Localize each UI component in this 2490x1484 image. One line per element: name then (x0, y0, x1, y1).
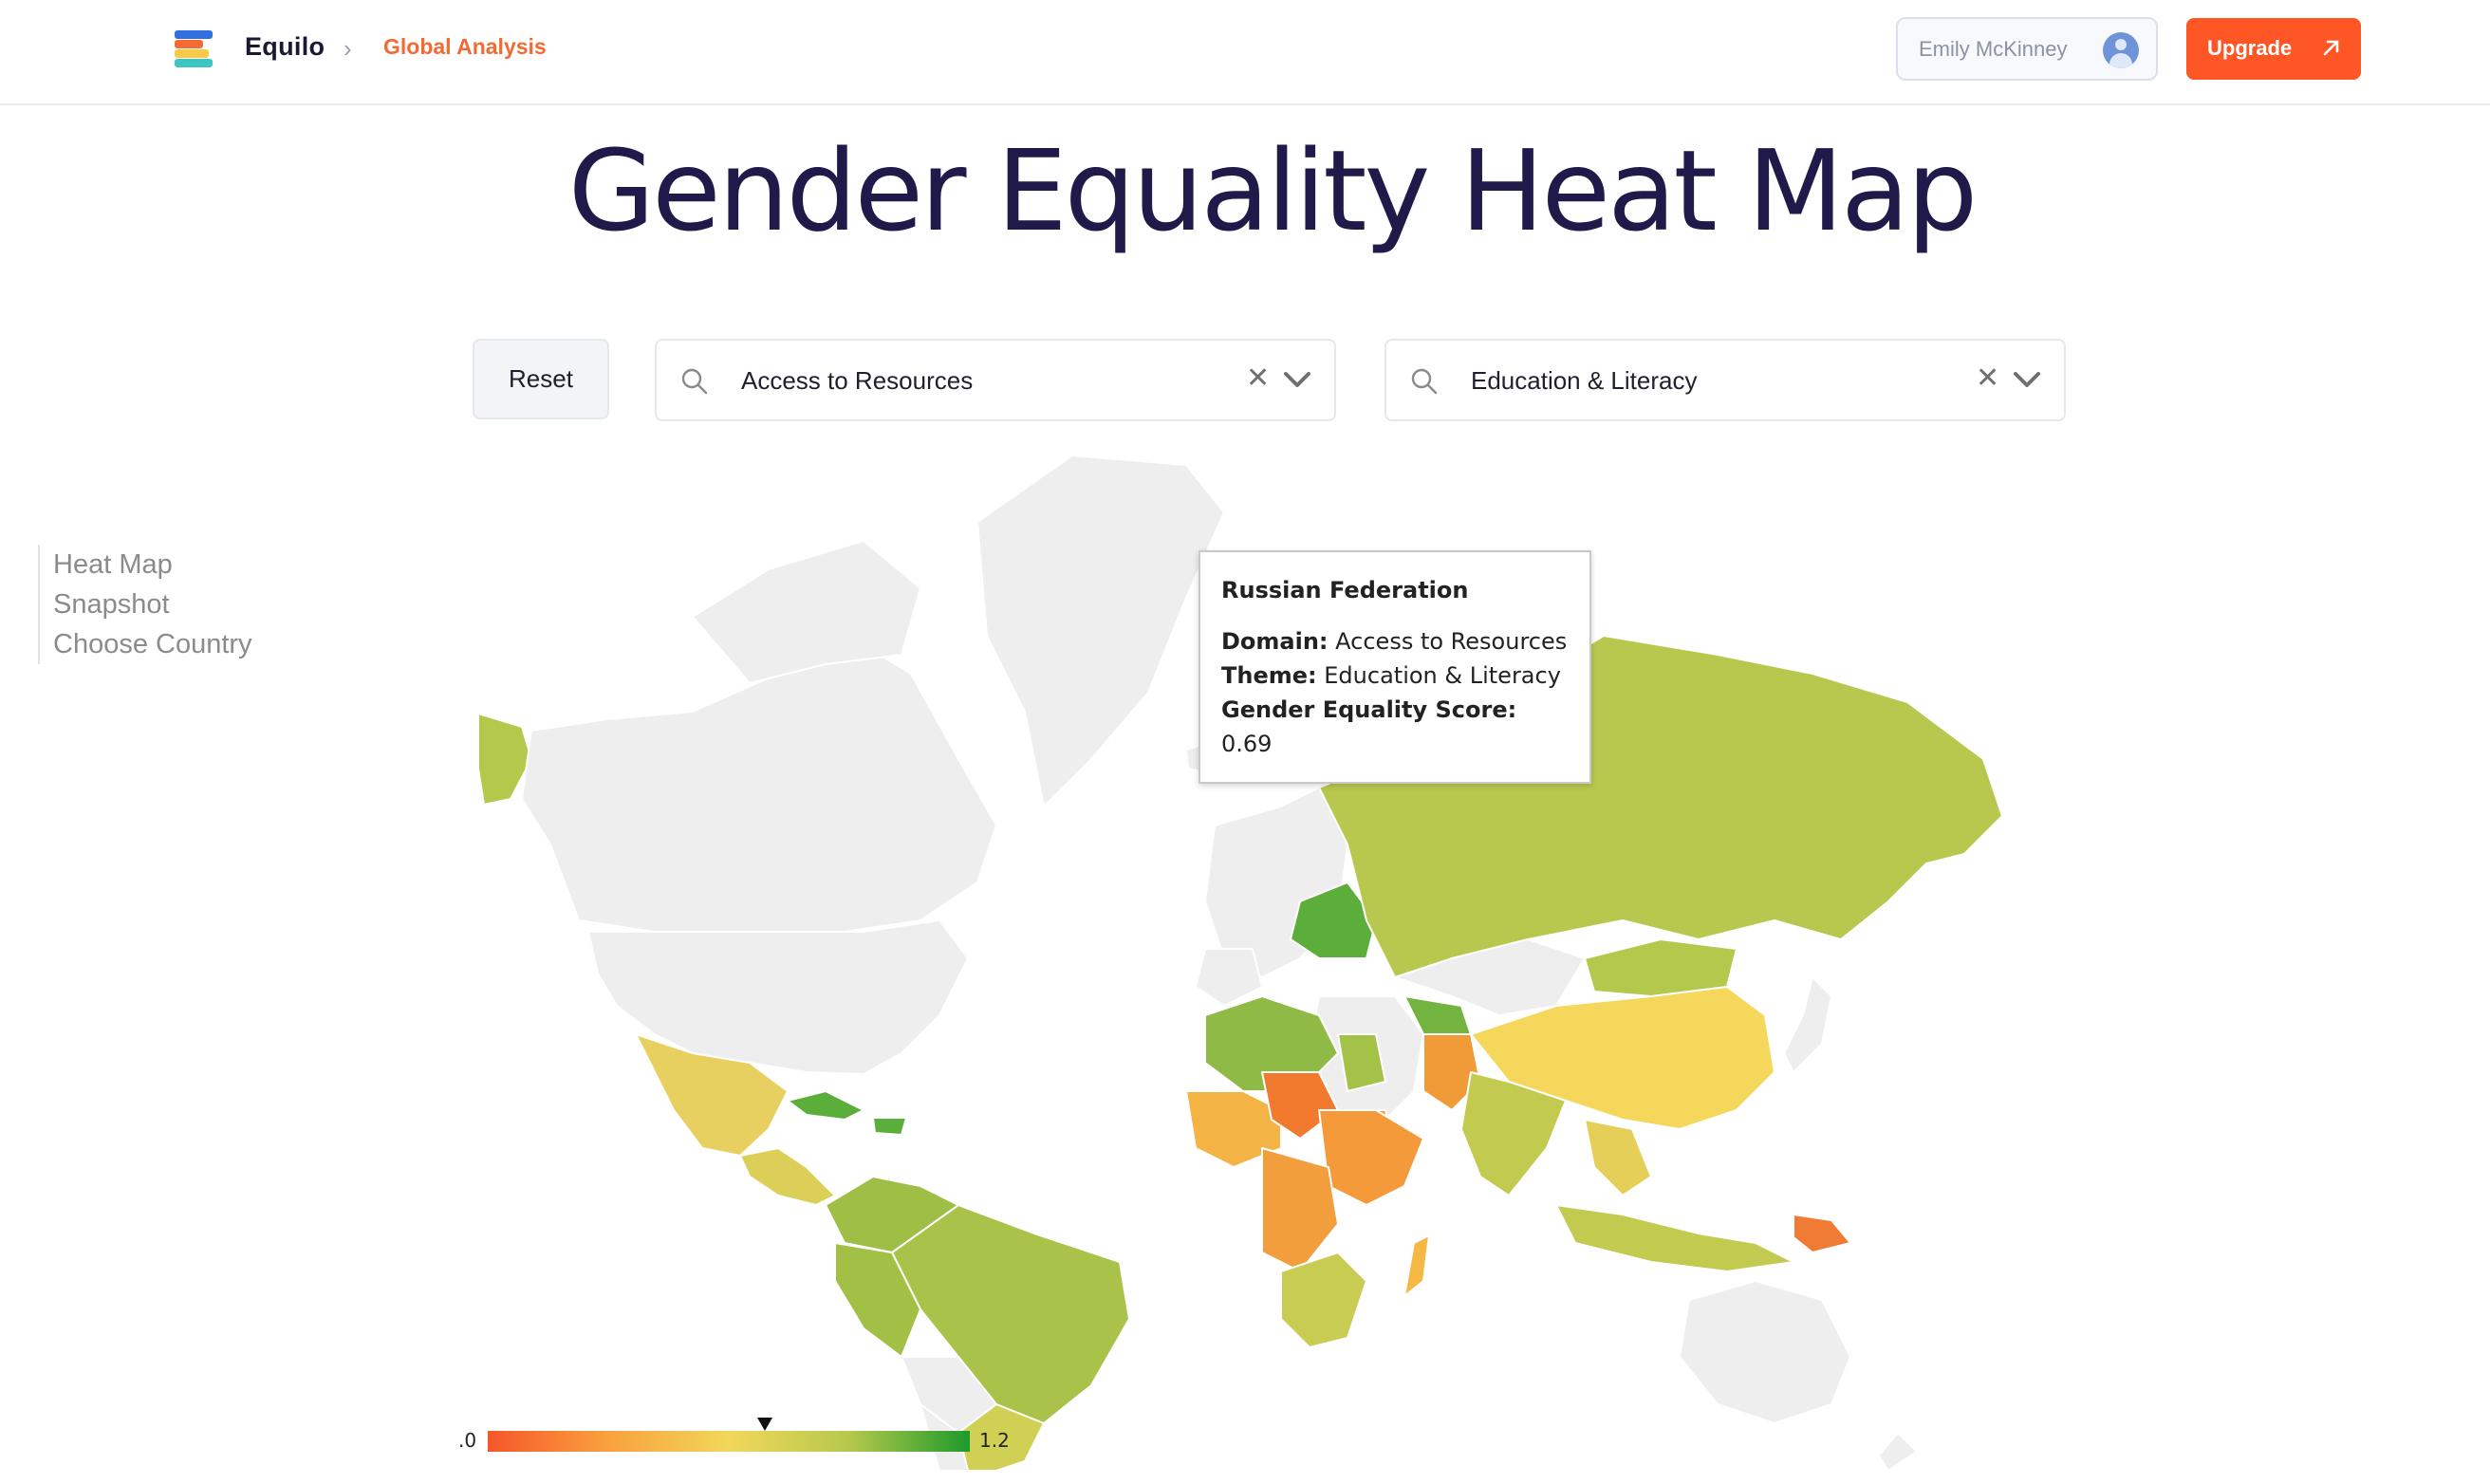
country-australia[interactable] (1679, 1280, 1851, 1424)
country-hispaniola[interactable] (872, 1117, 907, 1136)
region-arctic-islands[interactable] (692, 540, 921, 684)
country-niger-chad[interactable] (1261, 1071, 1339, 1140)
tooltip-score-row: Gender Equality Score: 0.69 (1221, 693, 1569, 761)
side-nav-heat-map[interactable]: Heat Map (53, 549, 173, 580)
side-nav-choose-country[interactable]: Choose Country (53, 629, 252, 659)
legend-marker-icon (757, 1418, 773, 1431)
domain-select-value: Access to Resources (741, 366, 974, 395)
region-east-africa[interactable] (1318, 1109, 1424, 1206)
country-madagascar[interactable] (1403, 1234, 1430, 1297)
domain-select[interactable]: Access to Resources ✕ (655, 339, 1336, 421)
user-menu-button[interactable]: Emily McKinney (1896, 17, 2158, 81)
country-japan[interactable] (1783, 976, 1832, 1073)
region-west-africa[interactable] (1185, 1090, 1282, 1168)
region-central-africa[interactable] (1261, 1147, 1339, 1272)
upgrade-label: Upgrade (2207, 36, 2293, 60)
side-nav: Heat Map Snapshot Choose Country (38, 545, 252, 664)
reset-button[interactable]: Reset (473, 339, 609, 419)
brand-name[interactable]: Equilo (245, 32, 325, 61)
legend-min-label: .0 (458, 1429, 477, 1452)
world-map-svg[interactable] (465, 446, 2097, 1472)
country-ukraine[interactable] (1290, 881, 1377, 959)
theme-select-value: Education & Literacy (1471, 366, 1698, 395)
region-southeast-asia[interactable] (1584, 1119, 1652, 1196)
tooltip-domain-label: Domain: (1221, 628, 1329, 655)
search-icon (1411, 368, 1438, 395)
tooltip-score-value: 0.69 (1221, 731, 1273, 757)
arrow-up-right-icon (2319, 35, 2344, 66)
top-bar: Equilo › Global Analysis Emily McKinney … (0, 0, 2490, 105)
chevron-down-icon[interactable] (1281, 365, 1313, 394)
search-icon (681, 368, 708, 395)
chevron-down-icon[interactable] (2011, 365, 2043, 394)
world-heat-map[interactable] (465, 446, 2097, 1472)
country-india[interactable] (1460, 1071, 1567, 1196)
country-greenland[interactable] (976, 454, 1225, 807)
theme-clear-icon[interactable]: ✕ (1976, 362, 2000, 394)
country-kazakhstan[interactable] (1394, 938, 1586, 1016)
breadcrumb-current[interactable]: Global Analysis (383, 34, 547, 59)
upgrade-button[interactable]: Upgrade (2186, 18, 2361, 80)
tooltip-score-label: Gender Equality Score: (1221, 696, 1517, 723)
country-new-zealand[interactable] (1878, 1432, 1918, 1472)
domain-clear-icon[interactable]: ✕ (1246, 362, 1271, 394)
country-tooltip: Russian Federation Domain: Access to Res… (1199, 550, 1591, 784)
country-canada[interactable] (521, 644, 997, 933)
tooltip-domain-value: Access to Resources (1335, 628, 1568, 655)
tooltip-theme-label: Theme: (1221, 662, 1317, 689)
country-usa[interactable] (587, 919, 969, 1075)
region-southern-africa[interactable] (1280, 1252, 1367, 1348)
region-indonesia[interactable] (1555, 1204, 1794, 1272)
country-iberia[interactable] (1195, 948, 1263, 1007)
user-avatar-icon (2103, 32, 2139, 68)
country-alaska[interactable] (477, 713, 532, 806)
region-central-america[interactable] (739, 1147, 836, 1206)
country-brazil[interactable] (891, 1204, 1130, 1424)
legend-color-scale (488, 1431, 970, 1452)
country-papua-new-guinea[interactable] (1793, 1214, 1851, 1253)
equilo-logo-icon[interactable] (175, 30, 213, 68)
tooltip-theme-row: Theme: Education & Literacy (1221, 659, 1569, 693)
page-title: Gender Equality Heat Map (567, 125, 1979, 256)
legend-max-label: 1.2 (979, 1429, 1010, 1452)
country-cuba[interactable] (787, 1090, 864, 1121)
country-mexico[interactable] (635, 1033, 789, 1157)
tooltip-theme-value: Education & Literacy (1324, 662, 1561, 689)
breadcrumb-chevron-icon: › (344, 34, 352, 63)
country-egypt[interactable] (1337, 1033, 1386, 1092)
theme-select[interactable]: Education & Literacy ✕ (1384, 339, 2066, 421)
user-name: Emily McKinney (1919, 37, 2068, 61)
tooltip-domain-row: Domain: Access to Resources (1221, 624, 1569, 659)
tooltip-country: Russian Federation (1221, 577, 1469, 603)
side-nav-snapshot[interactable]: Snapshot (53, 589, 170, 620)
